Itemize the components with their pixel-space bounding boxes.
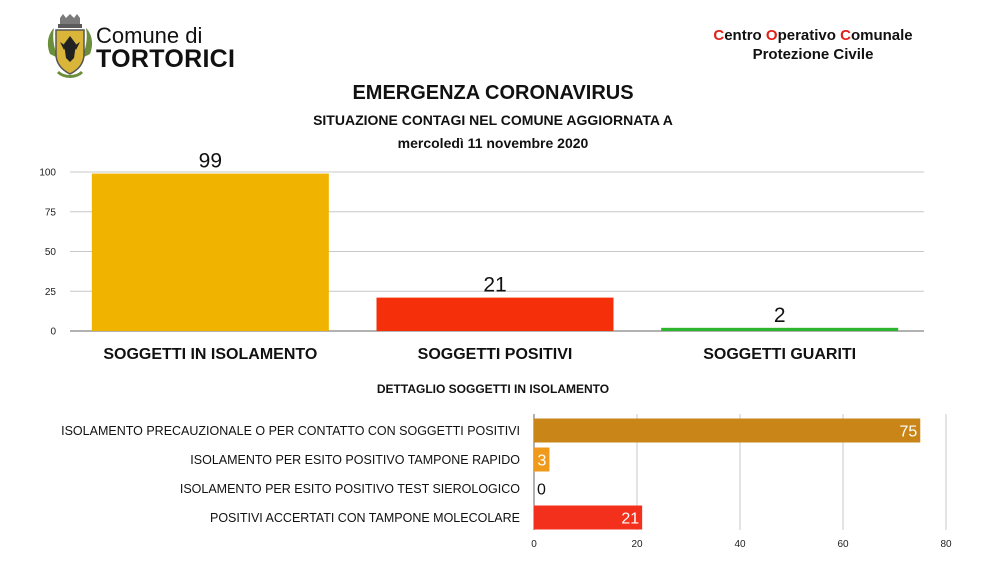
- page-title: EMERGENZA CORONAVIRUS: [352, 82, 634, 104]
- coc-initial-c: C: [713, 27, 725, 44]
- detail-bar: [534, 418, 921, 443]
- bar: [376, 297, 614, 331]
- y-tick-label: 0: [50, 327, 56, 338]
- coc-word-comunale: omunale: [850, 27, 913, 44]
- bar-value-label: 21: [483, 274, 506, 297]
- civil-protection-heading: Centro Operativo Comunale Protezione Civ…: [700, 26, 926, 64]
- detail-category-label: POSITIVI ACCERTATI CON TAMPONE MOLECOLAR…: [210, 511, 520, 525]
- coc-word-operativo: perativo: [777, 27, 841, 44]
- detail-chart-title: DETTAGLIO SOGGETTI IN ISOLAMENTO: [376, 382, 610, 396]
- coc-initial-o: O: [765, 27, 778, 44]
- category-label: SOGGETTI IN ISOLAMENTO: [103, 346, 317, 363]
- y-tick-label: 75: [45, 207, 57, 218]
- category-label: SOGGETTI GUARITI: [703, 346, 856, 363]
- municipality-coat-of-arms-icon: [47, 14, 93, 78]
- y-tick-label: 25: [45, 287, 57, 298]
- x-tick-label: 0: [531, 539, 537, 550]
- update-date: mercoledì 11 novembre 2020: [397, 135, 589, 151]
- detail-bar: [534, 505, 643, 530]
- bar: [91, 173, 329, 331]
- coc-initial-c2: C: [840, 27, 851, 44]
- detail-category-label: ISOLAMENTO PER ESITO POSITIVO TAMPONE RA…: [190, 453, 520, 467]
- x-tick-label: 60: [837, 539, 849, 550]
- detail-bar-value-label: 21: [621, 511, 639, 528]
- x-tick-label: 20: [631, 539, 643, 550]
- municipality-name-line2: TORTORICI: [96, 45, 236, 73]
- bar: [661, 327, 899, 331]
- detail-category-label: ISOLAMENTO PRECAUZIONALE O PER CONTATTO …: [61, 424, 520, 438]
- detail-bar-value-label: 0: [537, 482, 546, 499]
- bar-value-label: 2: [774, 304, 786, 327]
- page-subtitle: SITUAZIONE CONTAGI NEL COMUNE AGGIORNATA…: [313, 112, 673, 128]
- x-tick-label: 80: [940, 539, 952, 550]
- y-tick-label: 50: [45, 247, 57, 258]
- coc-word-centro: entro: [724, 27, 766, 44]
- detail-bar-value-label: 3: [538, 453, 547, 470]
- municipality-name-line1: Comune di: [96, 23, 203, 48]
- y-tick-label: 100: [39, 168, 56, 179]
- detail-category-label: ISOLAMENTO PER ESITO POSITIVO TEST SIERO…: [180, 482, 520, 496]
- detail-bar-value-label: 75: [899, 424, 917, 441]
- detail-bar: [534, 447, 550, 472]
- civil-protection-label: Protezione Civile: [752, 46, 874, 63]
- bar-value-label: 99: [199, 150, 222, 173]
- category-label: SOGGETTI POSITIVI: [418, 346, 573, 363]
- x-tick-label: 40: [734, 539, 746, 550]
